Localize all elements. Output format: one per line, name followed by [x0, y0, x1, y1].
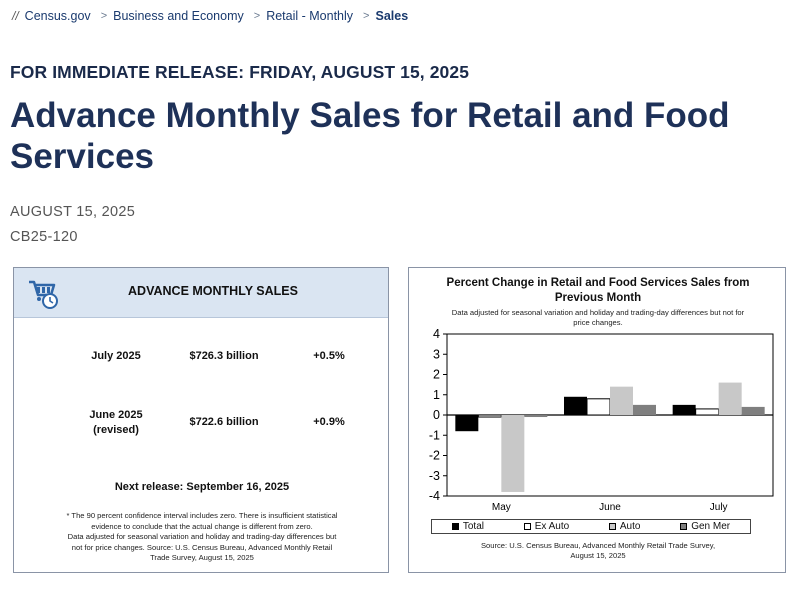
sales-card-header: ADVANCE MONTHLY SALES — [14, 268, 388, 318]
bar-auto — [610, 386, 633, 415]
page-title: Advance Monthly Sales for Retail and Foo… — [10, 96, 730, 176]
footnote-line: Data adjusted for seasonal variation and… — [67, 532, 337, 541]
legend-swatch — [451, 523, 459, 530]
y-tick-label: -1 — [429, 428, 440, 442]
chart-legend: Total Ex Auto Auto Gen Mer — [431, 519, 751, 534]
legend-swatch — [680, 523, 688, 530]
bar-ex-auto — [586, 398, 611, 416]
next-release: Next release: September 16, 2025 — [114, 481, 290, 493]
sales-amount: $722.6 billion — [189, 416, 259, 428]
sales-change: +0.5% — [313, 350, 345, 362]
chart-subtitle-line: price changes. — [573, 318, 623, 327]
bar-total — [564, 396, 587, 415]
chart-subtitle: Data adjusted for seasonal variation and… — [409, 308, 787, 328]
breadcrumb-retail-monthly[interactable]: Retail - Monthly — [266, 9, 354, 23]
legend-swatch — [523, 523, 531, 530]
y-tick-label: 3 — [433, 347, 440, 361]
sales-period: June 2025 (revised) — [76, 408, 156, 438]
advance-sales-card[interactable]: ADVANCE MONTHLY SALES July 2025 $726.3 b… — [13, 267, 389, 573]
breadcrumb-census-gov[interactable]: Census.gov — [24, 9, 91, 23]
chart-title-line: Percent Change in Retail and Food Servic… — [446, 277, 750, 289]
bar-total — [455, 415, 479, 432]
legend-label: Gen Mer — [691, 521, 731, 532]
sales-card-title: ADVANCE MONTHLY SALES — [128, 284, 298, 298]
x-tick-label: June — [599, 502, 621, 513]
legend-item: Total — [451, 521, 484, 532]
bar-chart: 4 3 2 1 0 -1 -2 -3 -4 May June July — [429, 327, 774, 513]
chart-source-line: Source: U.S. Census Bureau, Advanced Mon… — [480, 541, 716, 550]
sales-amount: $726.3 billion — [189, 350, 259, 362]
y-tick-label: -3 — [429, 469, 440, 483]
chart-title: Percent Change in Retail and Food Servic… — [409, 276, 787, 306]
chart-title-line: Previous Month — [554, 292, 642, 304]
x-tick-label: May — [492, 502, 511, 513]
footnote-line: Trade Survey, August 15, 2025 — [150, 553, 254, 562]
breadcrumb-business-economy[interactable]: Business and Economy — [113, 9, 244, 23]
legend-swatch — [608, 523, 616, 530]
bar-gen-mer — [524, 415, 548, 418]
chevron-right-icon: > — [100, 10, 108, 22]
sales-period-note: (revised) — [93, 424, 139, 436]
chart-source: Source: U.S. Census Bureau, Advanced Mon… — [409, 541, 787, 561]
footnote-line: evidence to conclude that the actual cha… — [91, 521, 313, 531]
release-code: CB25-120 — [10, 229, 78, 245]
release-date: AUGUST 15, 2025 — [10, 204, 136, 220]
shopping-cart-clock-icon — [29, 280, 58, 309]
y-tick-label: 4 — [433, 327, 440, 341]
bar-auto — [501, 415, 525, 492]
legend-item: Auto — [608, 521, 641, 532]
release-line: FOR IMMEDIATE RELEASE: FRIDAY, AUGUST 15… — [10, 62, 470, 82]
chart-subtitle-line: Data adjusted for seasonal variation and… — [451, 308, 745, 317]
bar-auto — [718, 382, 742, 415]
legend-item: Gen Mer — [680, 521, 730, 532]
x-tick-label: July — [710, 502, 728, 513]
y-tick-label: 0 — [433, 408, 440, 422]
sales-footnote: * The 90 percent confidence interval inc… — [24, 511, 380, 564]
footnote-line: * The 90 percent confidence interval inc… — [66, 511, 338, 520]
bar-gen-mer — [741, 406, 765, 415]
chart-source-line: August 15, 2025 — [570, 551, 626, 560]
legend-label: Total — [462, 521, 484, 532]
y-tick-label: -2 — [429, 449, 440, 463]
bar-ex-auto — [477, 414, 502, 418]
chevron-right-icon: > — [253, 10, 261, 22]
legend-label: Auto — [619, 521, 641, 532]
sales-change: +0.9% — [313, 416, 345, 428]
bar-total — [672, 404, 696, 415]
y-tick-label: 2 — [433, 368, 440, 382]
bar-gen-mer — [633, 404, 656, 415]
y-tick-label: -4 — [429, 489, 440, 503]
bar-ex-auto — [695, 408, 720, 416]
legend-item: Ex Auto — [523, 521, 570, 532]
chevron-right-icon: > — [363, 10, 370, 22]
breadcrumb-current: Sales — [375, 9, 409, 23]
census-logo-icon: // — [12, 9, 19, 23]
y-tick-label: 1 — [433, 388, 440, 402]
sales-period-label: June 2025 — [89, 409, 143, 421]
sales-period: July 2025 — [91, 350, 141, 362]
percent-change-chart-card[interactable]: Percent Change in Retail and Food Servic… — [408, 267, 786, 573]
legend-label: Ex Auto — [534, 521, 570, 532]
footnote-line: not for price changes. Source: U.S. Cens… — [71, 542, 333, 552]
breadcrumb: // Census.gov > Business and Economy > R… — [12, 9, 408, 23]
